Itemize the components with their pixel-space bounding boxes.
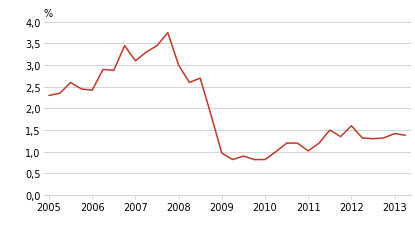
Text: %: % [44,9,53,19]
